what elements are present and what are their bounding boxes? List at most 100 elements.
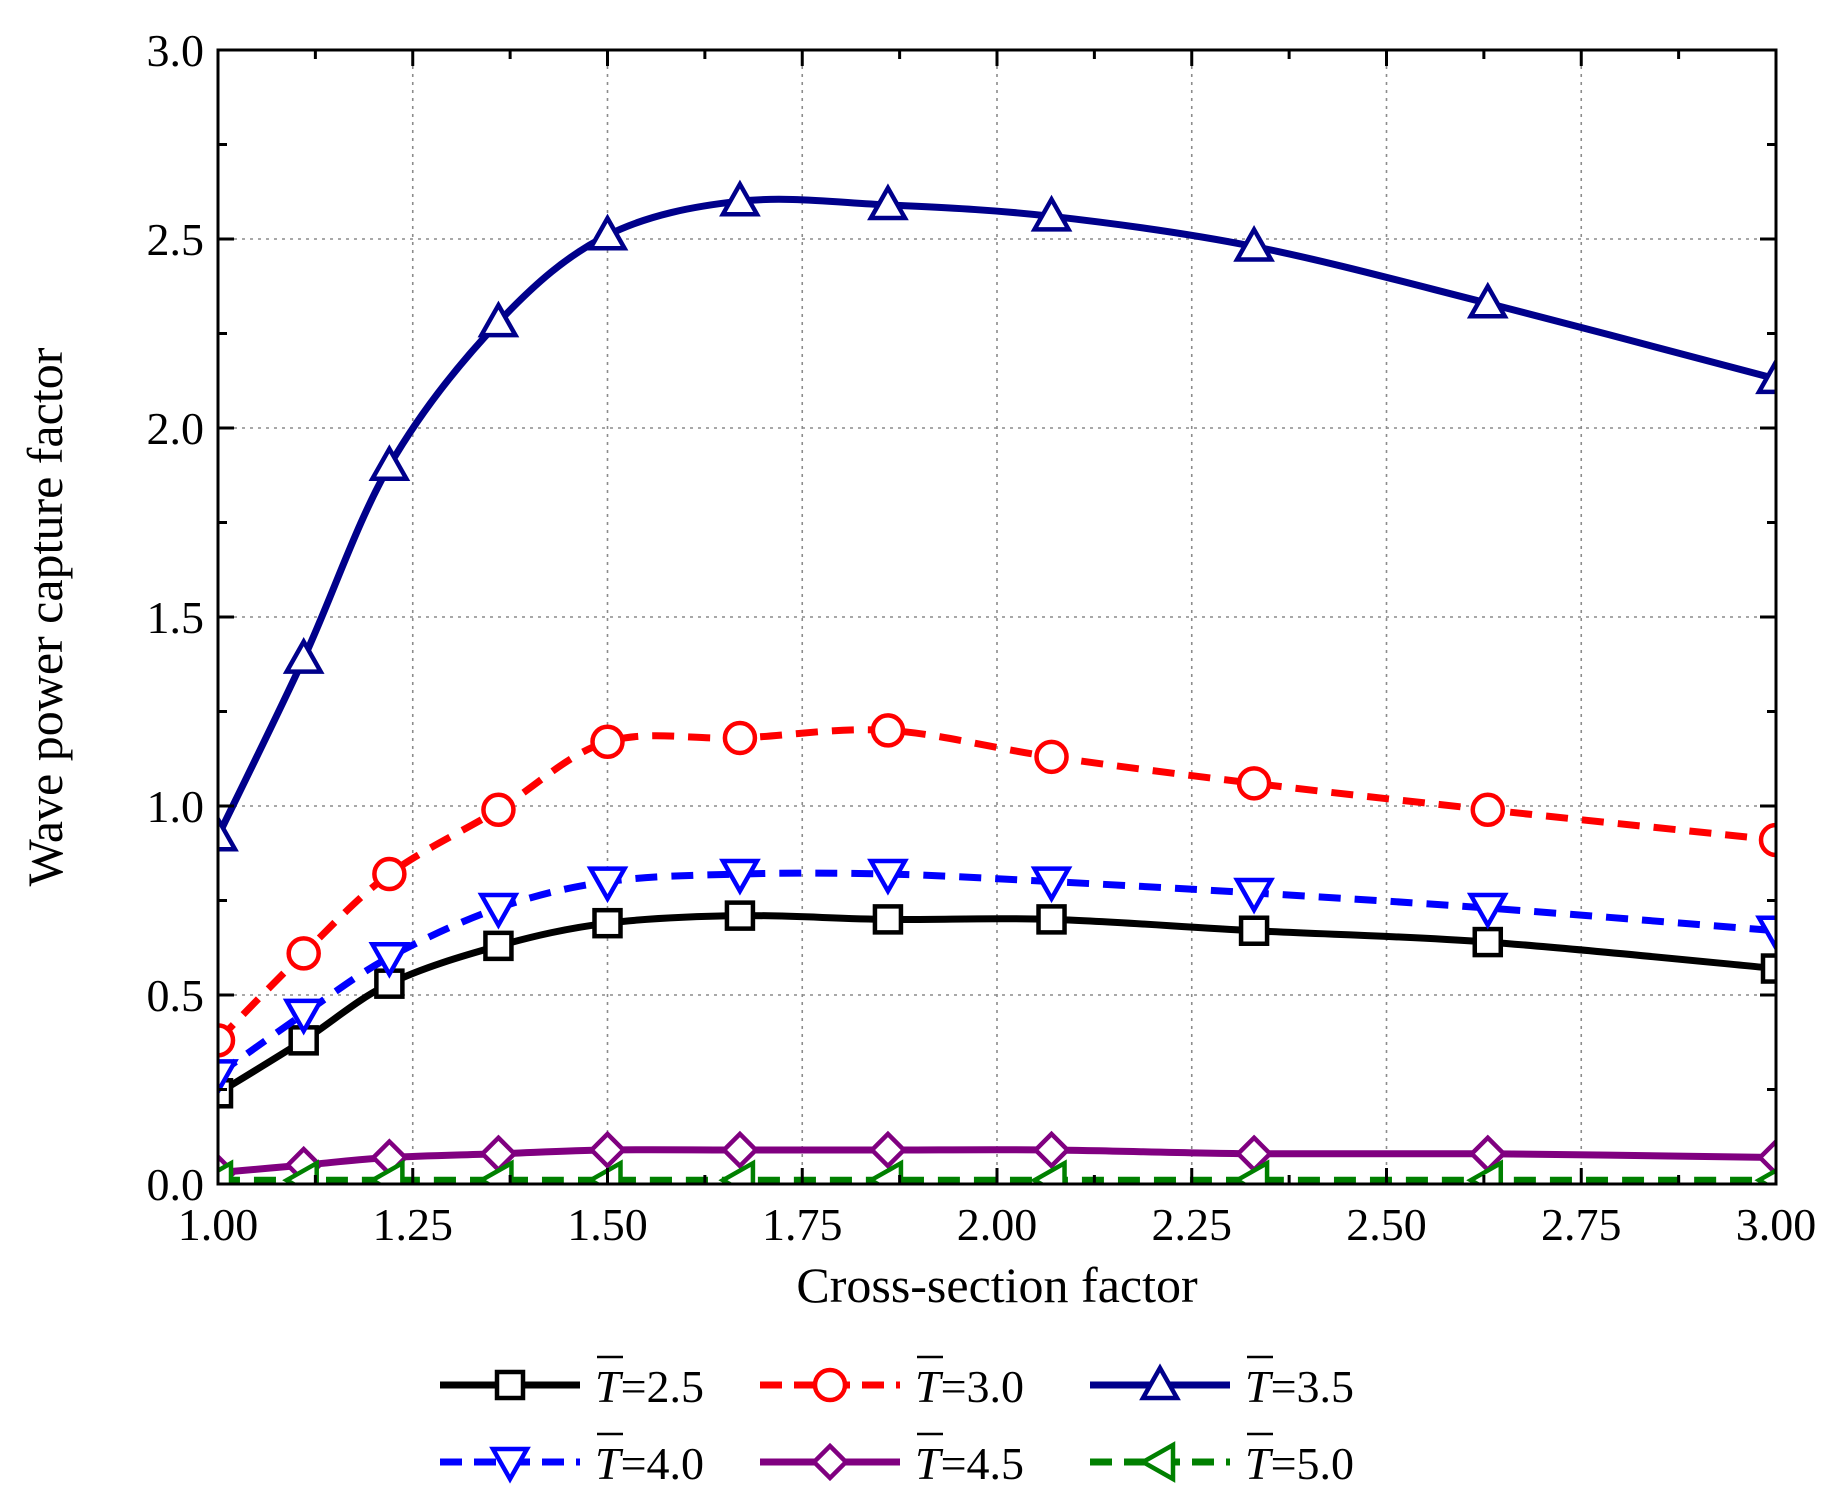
data-point-marker (483, 930, 514, 962)
data-point-marker (586, 213, 629, 251)
data-point-marker (1036, 904, 1067, 935)
legend-marker (1138, 1441, 1176, 1483)
data-point-marker (372, 856, 407, 892)
data-point-marker (1232, 1159, 1270, 1184)
data-point-marker (368, 444, 411, 482)
series-line (218, 869, 1776, 1078)
data-point-marker (719, 179, 761, 217)
data-point-marker (1466, 1159, 1504, 1184)
data-point-marker (1466, 892, 1509, 930)
data-point-marker (367, 1159, 405, 1184)
data-point-marker (282, 998, 325, 1036)
legend-item: T=4.5 (760, 1432, 1024, 1489)
series-4 (218, 858, 1776, 1096)
data-point-marker (867, 183, 909, 221)
data-point-marker (592, 907, 623, 939)
data-point-marker (718, 1159, 756, 1184)
legend-symbol: T (915, 1438, 944, 1489)
y-tick-label: 0.0 (147, 1159, 205, 1210)
legend-value: =4.0 (621, 1438, 704, 1489)
series-3 (218, 179, 1776, 852)
data-point-marker (1755, 915, 1776, 953)
axis-ticks: 1.00 1.25 1.50 1.75 2.00 2.25 2.50 2.75 3.00 0.0 0… (147, 25, 1817, 1250)
data-point-marker (1030, 866, 1073, 904)
series-5 (218, 1130, 1776, 1184)
data-point-marker (585, 1159, 623, 1184)
data-point-marker (1233, 877, 1275, 915)
data-point-marker (590, 724, 625, 759)
legend-item: T=4.0 (440, 1432, 704, 1489)
x-tick-label: 1.25 (373, 1199, 454, 1250)
x-tick-label: 2.50 (1346, 1199, 1427, 1250)
data-point-marker (218, 1159, 234, 1184)
data-point-marker (1755, 357, 1776, 395)
series-2 (218, 713, 1776, 1058)
data-point-marker (1032, 1130, 1071, 1170)
data-point-marker (1758, 822, 1776, 858)
y-tick-label: 2.5 (147, 214, 205, 265)
data-point-marker (218, 1023, 236, 1058)
data-point-marker (870, 713, 906, 748)
data-point-marker (1233, 224, 1275, 262)
data-point-marker (477, 892, 520, 930)
series-line (218, 195, 1776, 838)
data-point-marker (719, 858, 761, 896)
legend: T=2.5 T=3.0 T=3.5T=4.0 T=4.5 T=5.0 (440, 1355, 1354, 1489)
data-point-marker (722, 720, 758, 756)
data-point-marker (1238, 915, 1270, 946)
legend-marker (1139, 1363, 1181, 1401)
data-point-marker (872, 904, 904, 935)
legend-label: T=4.5 (915, 1438, 1024, 1489)
series-6 (218, 1159, 1776, 1184)
series-layer (218, 179, 1776, 1184)
y-tick-label: 0.5 (147, 970, 205, 1021)
data-point-marker (286, 936, 321, 971)
x-tick-label: 2.00 (957, 1199, 1038, 1250)
grid-lines (218, 50, 1776, 1184)
data-point-marker (1236, 766, 1272, 801)
x-axis-title: Cross-section factor (796, 1257, 1198, 1313)
data-point-marker (368, 941, 411, 979)
x-tick-label: 2.75 (1541, 1199, 1622, 1250)
x-tick-label: 1.75 (762, 1199, 843, 1250)
series-line (218, 726, 1776, 1043)
legend-symbol: T (1245, 1361, 1274, 1412)
legend-item: T=5.0 (1090, 1432, 1354, 1489)
legend-label: T=3.0 (915, 1361, 1024, 1412)
data-point-marker (588, 1130, 627, 1170)
data-point-marker (282, 637, 325, 674)
data-point-marker (866, 1159, 904, 1184)
x-tick-label: 3.00 (1736, 1199, 1817, 1250)
legend-symbol: T (595, 1438, 624, 1489)
legend-marker (810, 1442, 850, 1482)
legend-value: =3.0 (941, 1361, 1024, 1412)
legend-item: T=2.5 (440, 1355, 704, 1412)
y-axis-title: Wave power capture factor (17, 347, 73, 886)
y-tick-label: 1.0 (147, 781, 205, 832)
legend-marker (494, 1369, 526, 1401)
x-tick-label: 1.50 (567, 1199, 648, 1250)
legend-value: =4.5 (941, 1438, 1024, 1489)
legend-value: =2.5 (621, 1361, 704, 1412)
data-point-marker (1470, 792, 1506, 828)
y-tick-label: 3.0 (147, 25, 205, 76)
data-point-marker (1472, 926, 1504, 958)
y-tick-label: 1.5 (147, 592, 205, 643)
data-point-marker (1030, 194, 1073, 232)
legend-symbol: T (595, 1361, 624, 1412)
x-tick-label: 2.25 (1152, 1199, 1233, 1250)
legend-marker (489, 1446, 531, 1484)
x-tick-label: 1.00 (178, 1199, 259, 1250)
data-point-marker (867, 858, 909, 896)
legend-value: =3.5 (1271, 1361, 1354, 1412)
data-point-marker (1754, 1168, 1776, 1184)
data-point-marker (724, 900, 756, 931)
data-point-marker (586, 866, 629, 904)
data-point-marker (1034, 739, 1069, 775)
data-point-marker (1756, 1138, 1776, 1177)
data-point-marker (218, 1059, 239, 1096)
data-point-marker (218, 814, 239, 852)
legend-label: T=3.5 (1245, 1361, 1354, 1412)
data-point-marker (720, 1130, 760, 1170)
